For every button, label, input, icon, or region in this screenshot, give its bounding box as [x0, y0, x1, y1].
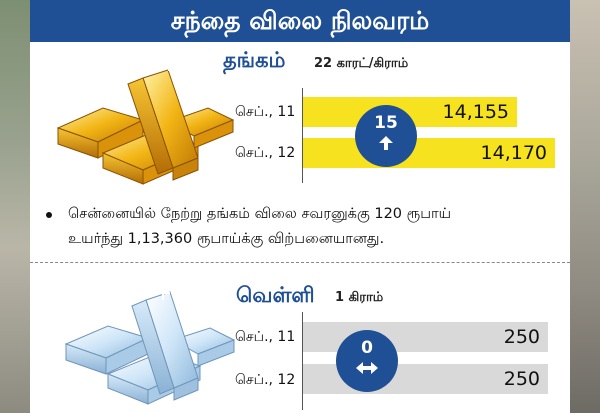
gold-date-2: செப்., 12	[235, 145, 296, 161]
gold-bars-image	[56, 62, 235, 185]
silver-bars-image	[64, 286, 236, 405]
bullet-dot	[46, 212, 52, 218]
silver-change-value: 0	[361, 338, 373, 358]
gold-price-1: 14,155	[442, 101, 509, 123]
background-right	[570, 0, 600, 413]
gold-note-line-1: சென்னையில் நேற்று தங்கம் விலை சவரனுக்கு …	[68, 206, 452, 222]
gold-note-line-2: உயர்ந்து 1,13,360 ரூபாய்க்கு விற்பனையானத…	[68, 231, 385, 247]
gold-change-badge: 15	[355, 105, 417, 167]
arrow-up-icon	[379, 136, 393, 150]
gold-bar-2: 14,170	[303, 138, 555, 168]
price-card: சந்தை விலை நிலவரம் தங்கம்	[30, 0, 570, 413]
silver-axis-line	[302, 312, 303, 410]
gold-title: தங்கம்	[223, 48, 286, 72]
silver-change-badge: 0	[336, 330, 398, 392]
background-left	[0, 0, 30, 413]
silver-date-2: செப்., 12	[235, 372, 296, 388]
gold-axis-line	[302, 88, 303, 183]
gold-price-2: 14,170	[480, 142, 547, 164]
page-title: சந்தை விலை நிலவரம்	[30, 0, 570, 42]
silver-date-1: செப்., 11	[235, 329, 296, 345]
silver-unit: 1 கிராம்	[335, 290, 384, 305]
silver-price-2: 250	[503, 368, 540, 390]
left-right-arrow-icon	[356, 362, 378, 374]
gold-note: சென்னையில் நேற்று தங்கம் விலை சவரனுக்கு …	[46, 202, 561, 252]
gold-date-1: செப்., 11	[235, 104, 296, 120]
silver-price-1: 250	[503, 326, 540, 348]
silver-title: வெள்ளி	[236, 283, 315, 307]
gold-unit: 22 காரட்/கிராம்	[314, 56, 409, 71]
gold-change-value: 15	[374, 113, 398, 133]
section-divider	[30, 262, 570, 263]
